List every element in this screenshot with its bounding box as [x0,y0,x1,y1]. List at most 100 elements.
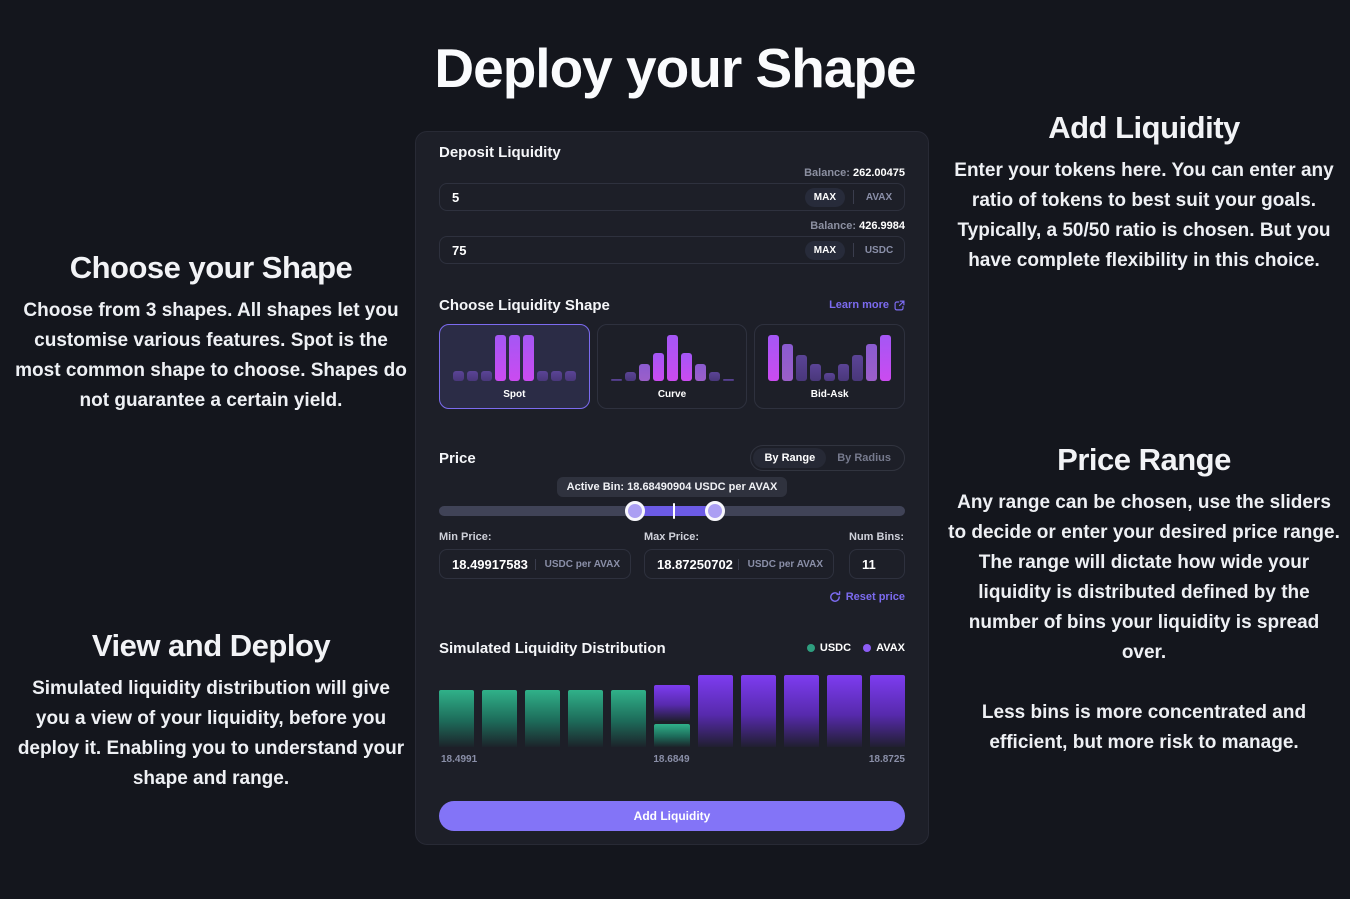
annotation-body: Simulated liquidity distribution will gi… [17,678,405,789]
min-price-input[interactable] [452,556,535,572]
usdc-amount-input[interactable] [452,242,805,258]
shape-icon-bar [722,379,734,381]
balance-value: 426.9984 [859,220,905,232]
legend-label: USDC [819,642,852,654]
shape-icon-bar [508,335,520,381]
x-tick-label: 18.8725 [868,754,905,765]
max-price-box[interactable]: USDC per AVAX [644,549,834,579]
liquidity-bin [482,675,518,747]
shape-icon-bar [782,344,794,381]
balance-label: Balance: [804,167,850,179]
shape-section-title: Choose Liquidity Shape [439,296,610,314]
liquidity-bin [568,675,604,747]
num-bins-box[interactable] [849,549,905,579]
annotation-price-range: Price Range Any range can be chosen, use… [948,442,1340,758]
shape-card-bid-ask[interactable]: Bid-Ask [754,324,906,409]
reset-icon [829,591,840,602]
num-bins-label: Num Bins: [849,531,904,543]
x-tick-label: 18.4991 [441,754,478,765]
min-price-unit: USDC per AVAX [534,558,620,570]
deposit-liquidity-panel: Deposit Liquidity Balance: 262.00475 MAX… [415,131,929,845]
liquidity-bin [525,675,561,747]
shape-icon-bar [880,335,892,381]
avax-amount-input[interactable] [452,189,805,205]
max-price-input[interactable] [657,556,738,572]
shape-card-label: Bid-Ask [810,389,849,400]
liquidity-bin [783,675,819,747]
price-mode-toggle: By Range By Radius [750,445,905,471]
legend-label: AVAX [876,642,905,654]
shape-icon-bar [824,372,836,381]
shape-icon-bar [550,370,562,381]
avax-liquidity-segment [697,675,733,747]
min-price-label: Min Price: [439,531,492,543]
usdc-liquidity-segment [525,690,561,747]
shape-icon-bar [852,355,864,381]
shape-icon-bar [694,364,706,381]
liquidity-bin [611,675,647,747]
annotation-body: Less bins is more concentrated and effic… [981,702,1307,753]
avax-max-button[interactable]: MAX [804,187,845,207]
avax-amount-box[interactable]: MAX AVAX [439,183,905,211]
bid-ask-shape-icon [768,335,892,381]
annotation-title: Add Liquidity [1048,110,1240,145]
learn-more-link[interactable]: Learn more [829,299,905,311]
slider-handle-max[interactable] [705,501,726,521]
toggle-by-radius[interactable]: By Radius [837,452,891,464]
liquidity-bin [740,675,776,747]
liquidity-bin [439,675,475,747]
slider-handle-min[interactable] [624,501,645,521]
chart-x-axis: 18.4991 18.6849 18.8725 [439,751,905,767]
page-title: Deploy your Shape [434,37,916,99]
min-price-box[interactable]: USDC per AVAX [439,549,631,579]
usdc-max-button[interactable]: MAX [804,240,845,260]
shape-icon-bar [838,364,850,381]
annotation-title: View and Deploy [91,628,331,663]
avax-liquidity-segment [826,675,862,747]
toggle-by-range[interactable]: By Range [753,448,827,468]
divider [853,190,854,204]
add-liquidity-button[interactable]: Add Liquidity [439,801,905,831]
shape-icon-bar [466,370,478,381]
deposit-section-title: Deposit Liquidity [439,144,561,161]
avax-token-label: AVAX [865,191,893,203]
usdc-amount-box[interactable]: MAX USDC [439,236,905,264]
shape-icon-bar [768,335,780,381]
shape-card-curve[interactable]: Curve [596,324,748,409]
usdc-liquidity-segment [568,690,604,747]
price-range-slider[interactable] [439,501,905,521]
curve-shape-icon [610,335,734,381]
annotation-choose-your-shape: Choose your Shape Choose from 3 shapes. … [15,250,407,416]
usdc-liquidity-segment [654,724,690,747]
liquidity-bin [697,675,733,747]
annotation-body: Choose from 3 shapes. All shapes let you… [15,300,407,411]
shape-icon-bar [638,364,650,381]
shape-icon-bar [494,335,506,381]
avax-liquidity-segment [783,675,819,747]
usdc-balance: Balance: 426.9984 [439,220,905,234]
shape-icon-bar [652,353,664,381]
max-price-label: Max Price: [644,531,700,543]
divider [853,243,854,257]
shape-icon-bar [796,355,808,381]
shape-icon-bar [522,335,534,381]
shape-icon-bar [680,353,692,381]
liquidity-bin [869,675,906,747]
avax-legend-dot-icon [863,644,872,652]
shape-icon-bar [866,344,878,381]
liquidity-bin [826,675,862,747]
external-link-icon [894,300,905,310]
shape-icon-bar [666,335,678,381]
slider-selected-range [634,506,716,516]
distribution-section-title: Simulated Liquidity Distribution [439,639,666,657]
usdc-liquidity-segment [482,690,518,747]
legend-item-avax: AVAX [863,642,905,654]
reset-price-button[interactable]: Reset price [829,591,905,603]
shape-card-spot[interactable]: Spot [439,324,590,409]
shape-card-label: Spot [503,389,526,400]
learn-more-label: Learn more [829,299,889,311]
distribution-chart [439,675,906,747]
num-bins-input[interactable] [862,556,898,572]
annotation-body: Any range can be chosen, use the sliders… [948,492,1340,663]
chart-legend: USDC AVAX [806,642,905,654]
